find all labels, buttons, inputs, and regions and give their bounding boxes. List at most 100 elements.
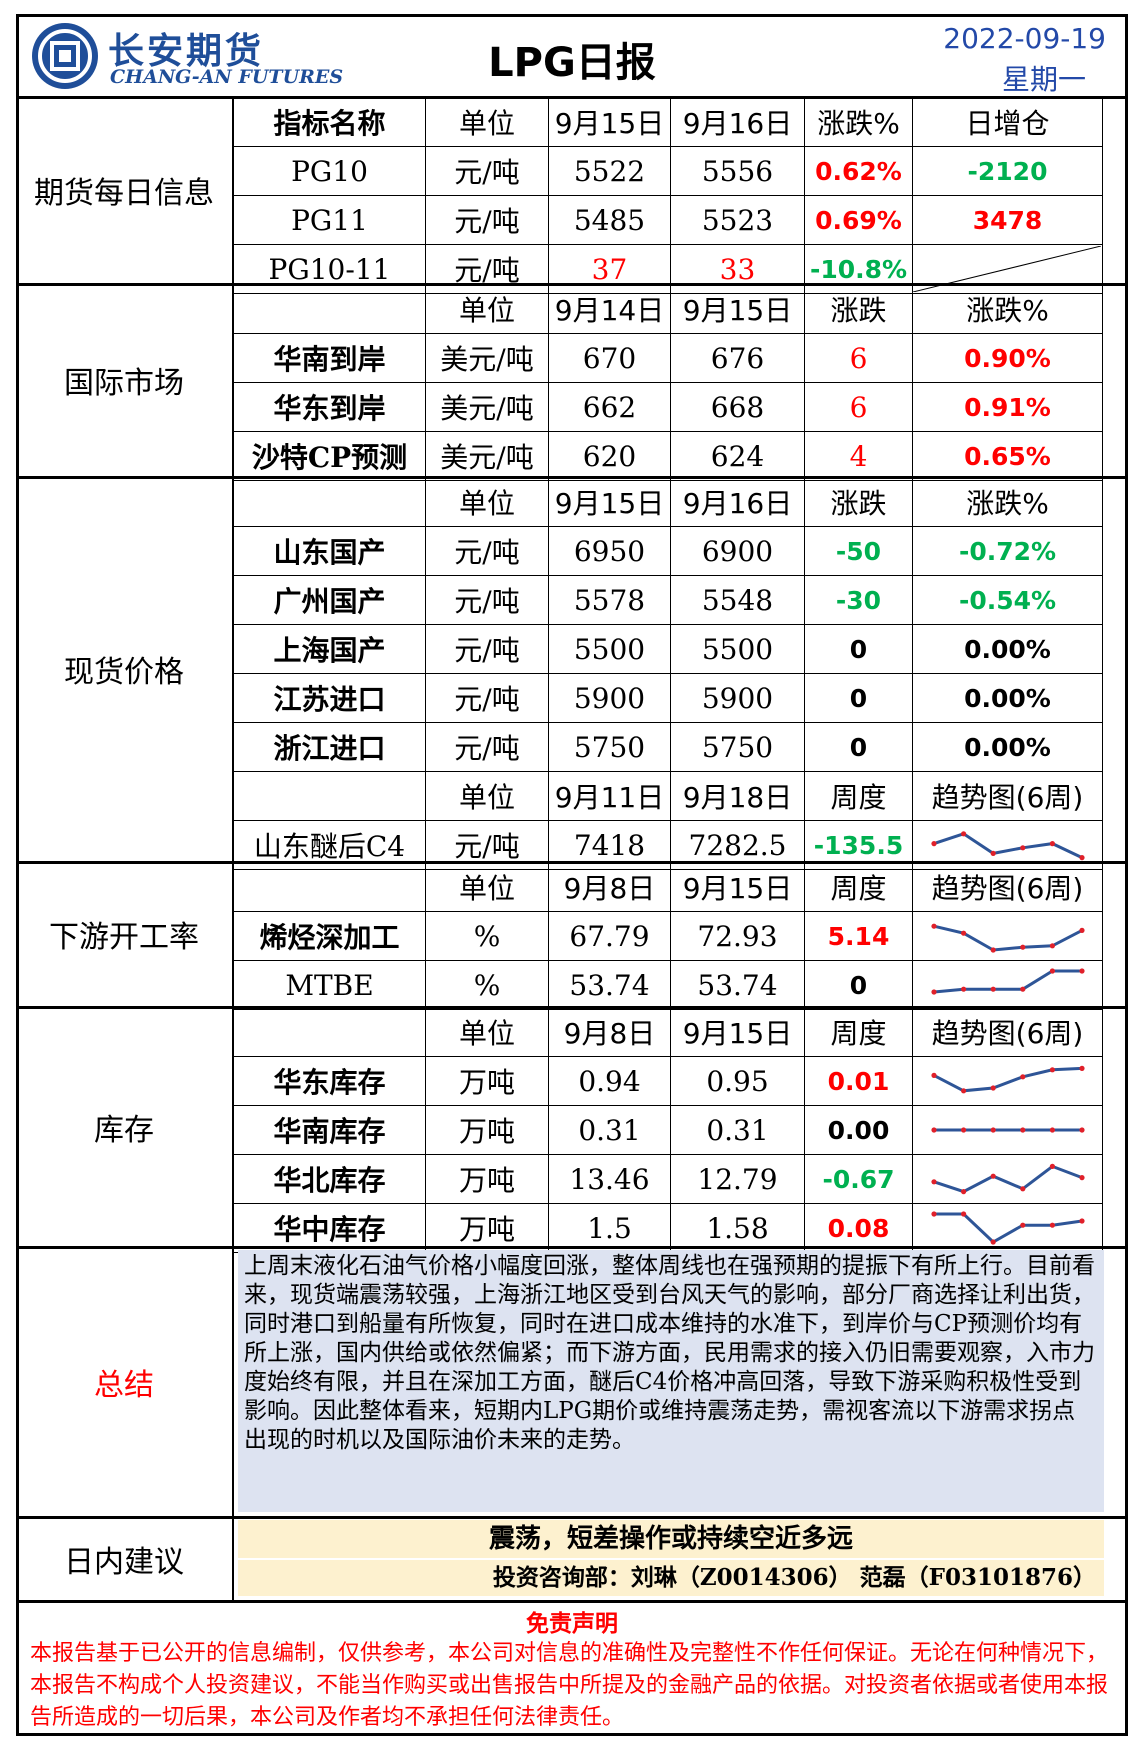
sparkline-mtbe (930, 968, 1085, 995)
sparkline-point (990, 1127, 996, 1133)
sparkline-central (930, 1211, 1085, 1245)
row-change: 0 (804, 673, 913, 723)
sparkline-point (930, 923, 937, 929)
sparkline-point (990, 1239, 996, 1245)
row-change: 0 (804, 624, 913, 674)
table-header-row: 单位 9月15日 9月16日 涨跌 涨跌% (233, 477, 1103, 527)
row-value-2: 1.58 (670, 1203, 805, 1253)
header-cell: 9月18日 (670, 771, 805, 821)
brand-name-en: CHANG-AN FUTURES (110, 66, 344, 88)
divider (16, 1600, 1128, 1603)
intl-table: 单位 9月14日 9月15日 涨跌 涨跌% 华南到岸 美元/吨 670 676 … (233, 284, 1103, 481)
sparkline-point (1019, 944, 1025, 950)
sparkline-point (990, 947, 996, 953)
sparkline-point (930, 1072, 937, 1078)
sparkline-point (930, 841, 937, 847)
row-change: 0.01 (804, 1056, 913, 1106)
row-change: 0 (804, 960, 913, 1010)
table-row: PG11 元/吨 5485 5523 0.69% 3478 (233, 195, 1103, 245)
header-cell: 单位 (425, 1007, 549, 1057)
row-change-pct: 0.62% (804, 146, 913, 196)
header-cell-empty (233, 771, 426, 821)
row-value-2: 5750 (670, 722, 805, 772)
sparkline-point (1049, 841, 1055, 847)
header-cell: 9月8日 (548, 1007, 671, 1057)
table-row: MTBE % 53.74 53.74 0 (233, 960, 1103, 1010)
sparkline-line (933, 969, 1082, 994)
row-value-2: 0.31 (670, 1105, 805, 1155)
sparkline-line (933, 924, 1083, 952)
row-value-2: 5500 (670, 624, 805, 674)
header-cell: 涨跌% (804, 97, 913, 147)
row-change-pct: 0.00% (912, 722, 1103, 772)
row-change: -50 (804, 526, 913, 576)
header-cell: 9月8日 (548, 862, 671, 912)
row-open-interest: -2120 (912, 146, 1103, 196)
sparkline-south (930, 1127, 1085, 1133)
row-name: PG11 (233, 195, 426, 245)
row-change: 6 (804, 333, 913, 383)
header-cell: 单位 (425, 862, 549, 912)
header-cell: 趋势图(6周) (912, 1007, 1103, 1057)
row-change-pct: 0.00% (912, 624, 1103, 674)
row-value-1: 67.79 (548, 911, 671, 961)
header-cell-empty (233, 862, 426, 912)
section-label-intl: 国际市场 (16, 284, 234, 476)
header-cell: 指标名称 (233, 97, 426, 147)
row-value-2: 668 (670, 382, 805, 432)
row-name: PG10 (233, 146, 426, 196)
analyst-contact: 投资咨询部：刘琳（Z0014306） 范磊（F03101876） (238, 1560, 1104, 1596)
row-name: 华北库存 (233, 1154, 426, 1204)
row-change: 0.08 (804, 1203, 913, 1253)
disclaimer-title: 免责声明 (526, 1610, 618, 1637)
row-value-2: 12.79 (670, 1154, 805, 1204)
spot-table: 单位 9月15日 9月16日 涨跌 涨跌% 山东国产 元/吨 6950 6900… (233, 477, 1103, 870)
sparkline-point (1078, 1127, 1085, 1133)
sparkline-point (930, 989, 937, 995)
sparkline-point (990, 850, 996, 856)
header-cell: 周度 (804, 771, 913, 821)
row-value-1: 620 (548, 431, 671, 481)
row-unit: 美元/吨 (425, 382, 549, 432)
table-header-row: 单位 9月11日 9月18日 周度 趋势图(6周) (233, 771, 1103, 821)
row-unit: 元/吨 (425, 722, 549, 772)
intraday-advice: 震荡，短差操作或持续空近多远 (238, 1520, 1104, 1558)
table-row: 华南库存 万吨 0.31 0.31 0.00 (233, 1105, 1103, 1155)
sparkline-point (1019, 986, 1025, 992)
sparkline-point (960, 986, 966, 992)
row-change: -30 (804, 575, 913, 625)
page-title: LPG日报 (488, 40, 656, 86)
row-change: 6 (804, 382, 913, 432)
table-row: 沙特CP预测 美元/吨 620 624 4 0.65% (233, 431, 1103, 481)
sparkline-point (1078, 1175, 1085, 1181)
sparkline-point (1019, 1222, 1025, 1228)
header-cell: 单位 (425, 97, 549, 147)
sparkline-point (960, 930, 966, 936)
row-open-interest: 3478 (912, 195, 1103, 245)
row-value-1: 5522 (548, 146, 671, 196)
row-value-2: 6900 (670, 526, 805, 576)
row-name: 山东国产 (233, 526, 426, 576)
table-row: 烯烃深加工 % 67.79 72.93 5.14 (233, 911, 1103, 961)
row-change: -0.67 (804, 1154, 913, 1204)
sparkline-point (1078, 1218, 1085, 1224)
row-change-pct: -0.72% (912, 526, 1103, 576)
sparkline-point (1049, 943, 1055, 949)
row-value-1: 662 (548, 382, 671, 432)
sparkline-point (930, 1211, 937, 1217)
sparkline-point (930, 1127, 937, 1133)
row-change: 4 (804, 431, 913, 481)
section-label-futures: 期货每日信息 (16, 97, 234, 283)
sparkline-point (1049, 1127, 1055, 1133)
row-value-1: 1.5 (548, 1203, 671, 1253)
sparkline-point (1078, 968, 1085, 974)
row-unit: 元/吨 (425, 673, 549, 723)
row-name: 广州国产 (233, 575, 426, 625)
table-row: 华南到岸 美元/吨 670 676 6 0.90% (233, 333, 1103, 383)
row-change-pct: -0.54% (912, 575, 1103, 625)
sparkline-cell (912, 1203, 1103, 1253)
sparkline-olefin (930, 923, 1085, 953)
table-row: 华东到岸 美元/吨 662 668 6 0.91% (233, 382, 1103, 432)
sparkline-point (1049, 1067, 1055, 1073)
row-change-pct: 0.91% (912, 382, 1103, 432)
